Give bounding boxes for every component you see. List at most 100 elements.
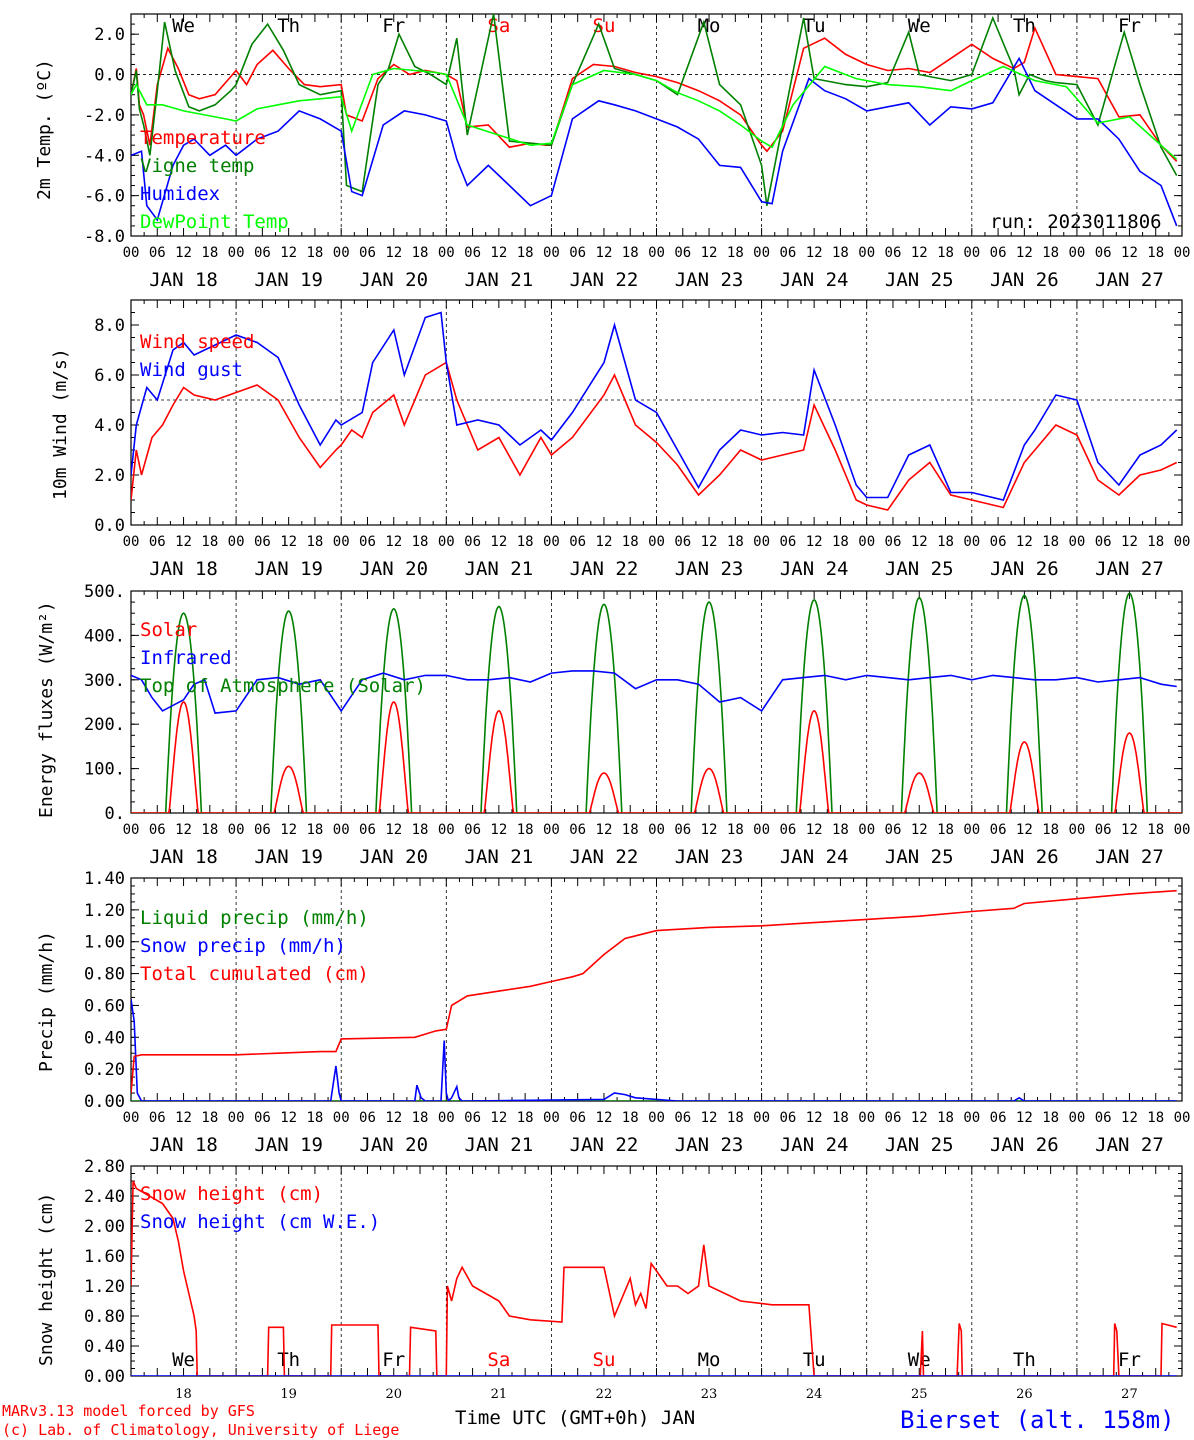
hour-tick-label: 06: [779, 245, 796, 261]
hour-tick-label: 18: [201, 822, 218, 838]
hour-tick-label: 00: [333, 534, 350, 550]
day-label: JAN 21: [465, 846, 534, 868]
hour-tick-label: 00: [1068, 534, 1085, 550]
hour-tick-label: 18: [622, 534, 639, 550]
snow-ylabel: Snow height (cm): [36, 1193, 57, 1366]
legend-snow-precip: Snow precip (mm/h): [140, 935, 346, 957]
series-line-precip-2: [131, 889, 1177, 1094]
temp-ylabel: 2m Temp. (ºC): [34, 59, 55, 200]
y-tick-label: 1.00: [84, 933, 125, 953]
day-label: JAN 22: [570, 558, 639, 580]
hour-tick-label: 06: [569, 245, 586, 261]
hour-tick-label: 18: [306, 822, 323, 838]
hour-tick-label: 06: [569, 822, 586, 838]
y-tick-label: 0.0: [94, 66, 125, 86]
y-tick-label: 200.: [84, 715, 125, 735]
day-label: JAN 24: [780, 846, 849, 868]
day-label: JAN 20: [359, 1134, 428, 1156]
hour-tick-label: 00: [123, 1110, 140, 1126]
day-number-label: 23: [701, 1387, 718, 1402]
hour-tick-label: 18: [937, 822, 954, 838]
y-tick-label: 400.: [84, 626, 125, 646]
hour-tick-label: 12: [596, 822, 613, 838]
hour-tick-label: 12: [1016, 534, 1033, 550]
hour-tick-label: 12: [385, 245, 402, 261]
toa-solar-line: [341, 607, 447, 813]
y-tick-label: -4.0: [84, 146, 125, 166]
hour-tick-label: 06: [674, 1110, 691, 1126]
hour-tick-label: 12: [806, 245, 823, 261]
y-tick-label: 0.40: [84, 1028, 125, 1048]
weekday-label: Su: [593, 15, 616, 37]
weekday-label: We: [172, 15, 195, 37]
hour-tick-label: 00: [858, 822, 875, 838]
hour-tick-label: 18: [937, 534, 954, 550]
y-tick-label: 1.60: [84, 1247, 125, 1267]
hour-tick-label: 18: [517, 1110, 534, 1126]
weekday-label: Su: [593, 1349, 616, 1371]
day-label: JAN 19: [254, 846, 323, 868]
hour-tick-label: 18: [412, 1110, 429, 1126]
y-tick-label: 0.00: [84, 1092, 125, 1112]
hour-tick-label: 06: [885, 534, 902, 550]
hour-tick-label: 12: [806, 822, 823, 838]
y-tick-label: 100.: [84, 760, 125, 780]
hour-tick-label: 12: [385, 1110, 402, 1126]
hour-tick-label: 18: [832, 245, 849, 261]
hour-tick-label: 06: [254, 822, 271, 838]
day-label: JAN 20: [359, 269, 428, 291]
hour-tick-label: 00: [228, 1110, 245, 1126]
weekday-label: Tu: [803, 1349, 826, 1371]
hour-tick-label: 00: [1174, 534, 1191, 550]
weekday-label: Mo: [698, 1349, 721, 1371]
hour-tick-label: 00: [123, 245, 140, 261]
hour-tick-label: 06: [359, 245, 376, 261]
solar-line: [446, 710, 552, 813]
hour-tick-label: 06: [254, 245, 271, 261]
hour-tick-label: 12: [1016, 822, 1033, 838]
day-number-label: 18: [175, 1387, 192, 1402]
hour-tick-label: 12: [1121, 245, 1138, 261]
hour-tick-label: 18: [832, 822, 849, 838]
energy-ylabel: Energy fluxes (W/m²): [36, 601, 57, 818]
hour-tick-label: 06: [254, 534, 271, 550]
toa-solar-line: [971, 594, 1077, 813]
hour-tick-label: 00: [753, 1110, 770, 1126]
weekday-label: Th: [1013, 15, 1036, 37]
hour-tick-label: 00: [963, 245, 980, 261]
hour-tick-label: 12: [280, 245, 297, 261]
hour-tick-label: 12: [1016, 245, 1033, 261]
hour-tick-label: 06: [990, 822, 1007, 838]
hour-tick-label: 12: [911, 822, 928, 838]
hour-tick-label: 06: [779, 534, 796, 550]
day-label: JAN 25: [885, 269, 954, 291]
hour-tick-label: 00: [228, 822, 245, 838]
y-tick-label: 0.: [105, 804, 125, 824]
day-label: JAN 20: [359, 558, 428, 580]
day-number-label: 27: [1121, 1387, 1138, 1402]
legend-infrared: Infrared: [140, 647, 232, 669]
hour-tick-label: 00: [1068, 245, 1085, 261]
y-tick-label: 0.00: [84, 1367, 125, 1387]
solar-line: [341, 701, 447, 813]
hour-tick-label: 12: [490, 1110, 507, 1126]
hour-tick-label: 00: [648, 245, 665, 261]
day-label: JAN 24: [780, 269, 849, 291]
weekday-label: Sa: [487, 1349, 510, 1371]
day-label: JAN 22: [570, 1134, 639, 1156]
day-label: JAN 23: [675, 846, 744, 868]
toa-solar-line: [866, 596, 972, 813]
hour-tick-label: 00: [543, 1110, 560, 1126]
weekday-label: Th: [277, 1349, 300, 1371]
y-tick-label: 0.0: [94, 516, 125, 536]
day-label: JAN 27: [1095, 1134, 1164, 1156]
station-name: Bierset (alt. 158m): [900, 1406, 1175, 1434]
hour-tick-label: 18: [622, 1110, 639, 1126]
hour-tick-label: 18: [937, 1110, 954, 1126]
hour-tick-label: 18: [201, 534, 218, 550]
legend-dewpoint: DewPoint Temp: [140, 211, 289, 233]
solar-line: [656, 767, 762, 813]
y-tick-label: 0.80: [84, 965, 125, 985]
y-tick-label: 0.40: [84, 1337, 125, 1357]
